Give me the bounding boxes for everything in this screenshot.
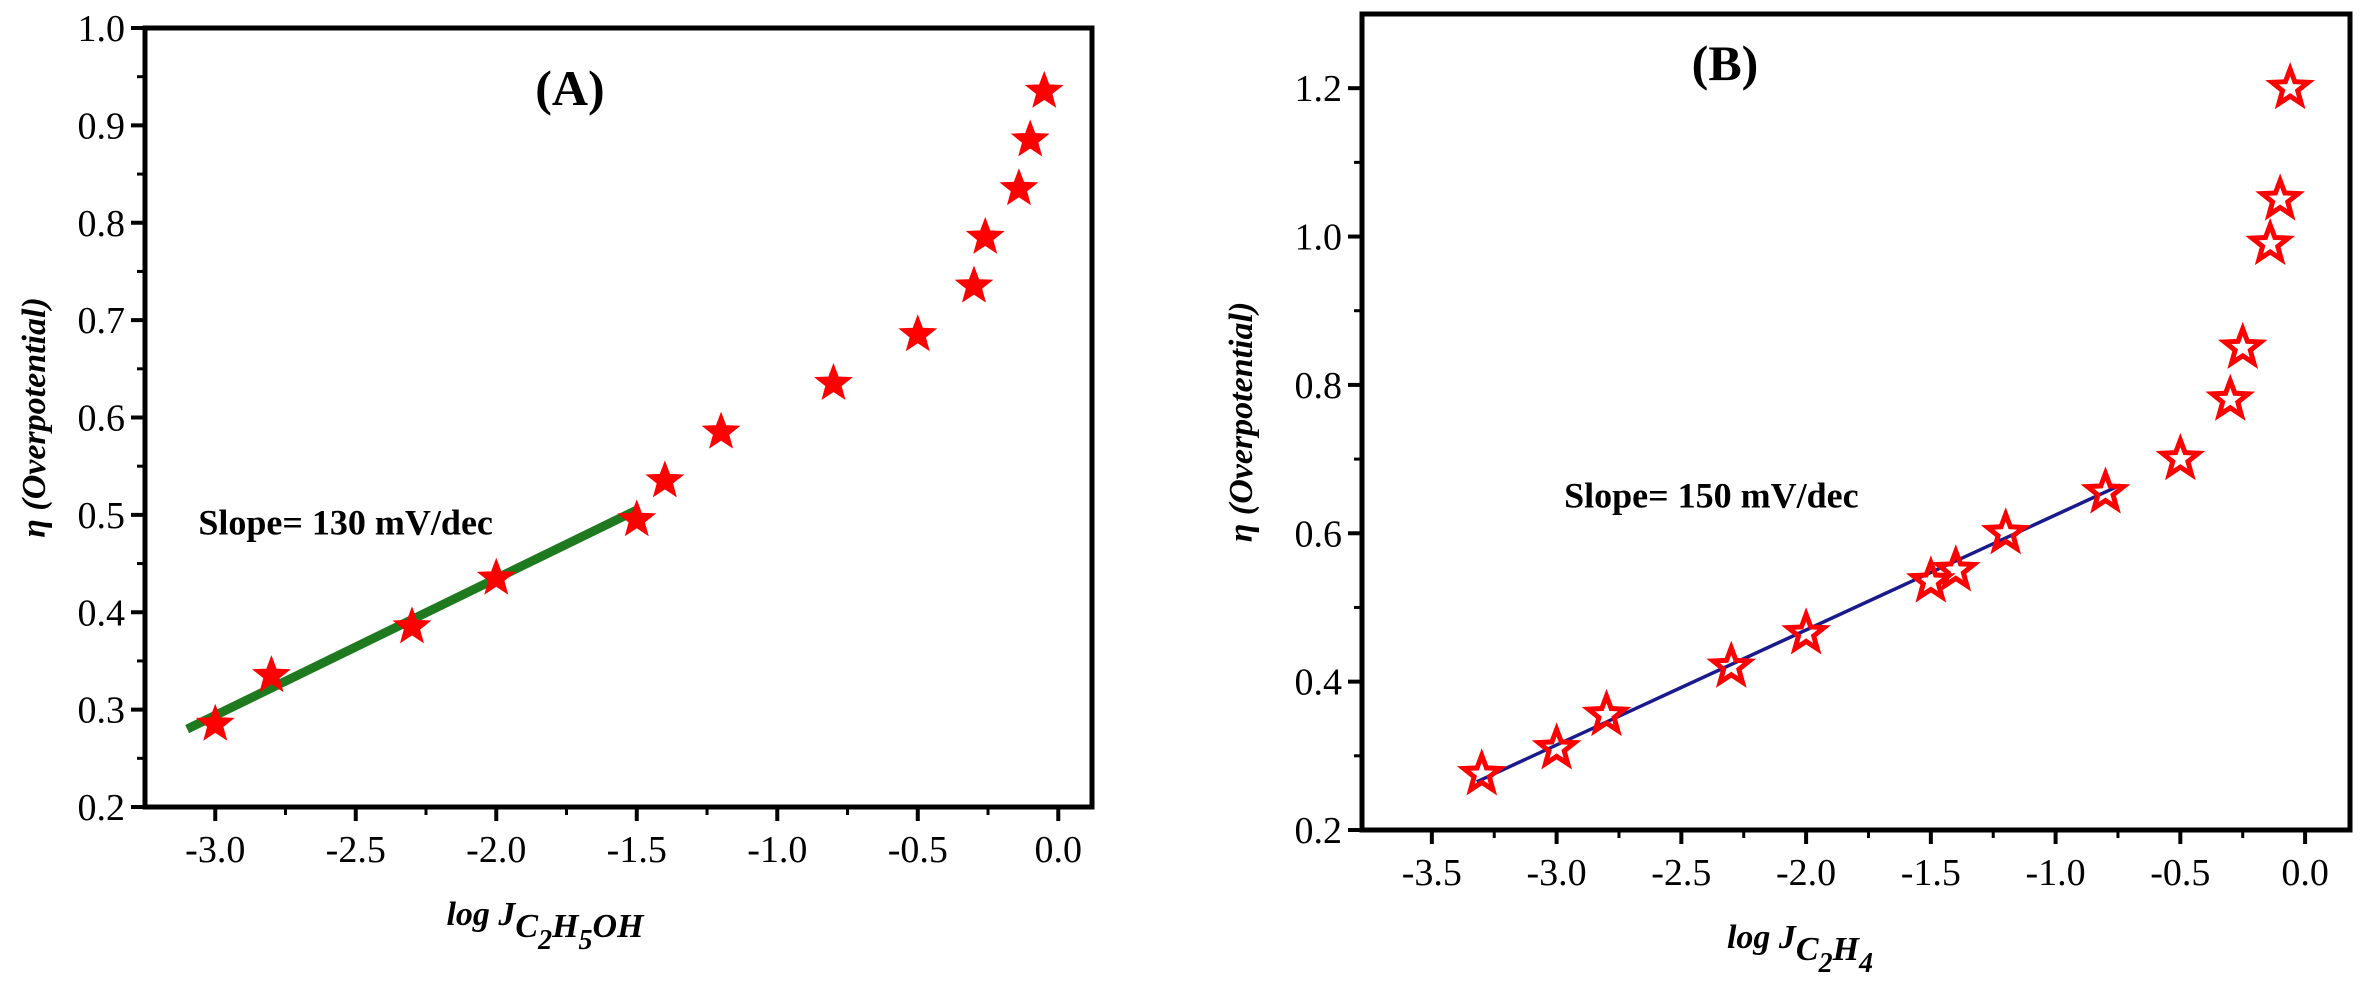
- panel-b-slope-annotation: Slope= 150 mV/dec: [1564, 475, 1859, 515]
- panel-b-data-point: [2205, 373, 2256, 421]
- panel-a-data-point: [476, 557, 516, 595]
- panel-a-y-tick-label: 0.6: [78, 398, 126, 440]
- panel-a-data-point: [252, 655, 291, 693]
- panel-b-x-tick-label: -1.0: [2026, 852, 2086, 894]
- panel-b: -3.5 -3.0 -2.5 -2.0 -1.5 -1.0 -0.5 0.0 0.2 0.4 0.6…: [1223, 11, 2353, 979]
- panel-a-y-tick-label: 0.9: [78, 105, 126, 147]
- panel-b-data-point: [1781, 607, 1831, 655]
- panel-b-y-axis-label: η (Overpotential): [1223, 302, 1260, 543]
- panel-b-y-tick-label: 0.8: [1295, 365, 1343, 407]
- panel-a: -3.0 -2.5 -2.0 -1.5 -1.0 -0.5 0.0 0.2 0.3 0.4 0.5 0…: [16, 8, 1095, 956]
- panel-b-title: (B): [1692, 35, 1759, 91]
- panel-a-y-tick-label: 0.3: [78, 690, 126, 732]
- panel-b-x-tick-label: -2.0: [1776, 852, 1836, 894]
- panel-a-data-point: [954, 265, 994, 303]
- panel-b-data-point: [2080, 466, 2131, 514]
- panel-b-data-point: [1906, 555, 1956, 603]
- panel-a-y-tick-label: 0.4: [78, 592, 126, 634]
- panel-b-y-tick-label: 1.0: [1295, 217, 1343, 259]
- panel-a-x-tick-label: -2.0: [466, 829, 526, 871]
- panel-a-slope-annotation: Slope= 130 mV/dec: [198, 502, 493, 542]
- panel-a-data-point: [1024, 70, 1064, 108]
- panel-a-x-tick-label: 0.0: [1035, 829, 1083, 871]
- panel-a-x-tick-label: -0.5: [888, 829, 948, 871]
- panel-b-y-tick-label: 0.4: [1295, 662, 1343, 704]
- panel-a-data-point: [195, 703, 235, 741]
- panel-b-x-tick-label: 0.0: [2281, 852, 2329, 894]
- panel-b-x-tick-label: -3.5: [1402, 852, 1462, 894]
- panel-a-y-tick-label: 0.2: [78, 787, 126, 829]
- panel-a-data-point: [965, 216, 1005, 254]
- panel-b-y-tick-label: 1.2: [1295, 68, 1343, 110]
- panel-b-data-point: [2245, 217, 2295, 266]
- panel-b-x-tick-label: -1.5: [1901, 852, 1961, 894]
- panel-b-x-axis-label: log JC2H4: [1727, 919, 1873, 979]
- panel-a-data-point: [999, 168, 1039, 206]
- panel-b-x-tick-label: -3.0: [1527, 852, 1587, 894]
- panel-a-x-tick-label: -1.5: [607, 829, 667, 871]
- panel-b-data-point: [2255, 173, 2305, 221]
- panel-a-y-tick-label: 0.5: [78, 495, 126, 537]
- panel-a-data-point: [898, 314, 938, 352]
- panel-a-x-tick-label: -2.5: [326, 829, 386, 871]
- panel-a-y-tick-label: 0.7: [78, 300, 126, 342]
- panel-a-data-point: [701, 411, 741, 449]
- panel-b-x-tick-label: -2.5: [1651, 852, 1711, 894]
- panel-b-data-point: [1980, 507, 2031, 555]
- panel-b-x-tick-label: -0.5: [2150, 852, 2210, 894]
- panel-b-data-point: [1706, 640, 1757, 688]
- panel-a-y-tick-label: 0.8: [78, 203, 126, 245]
- panel-b-data-point: [1581, 688, 1632, 737]
- panel-a-data-point: [617, 499, 657, 537]
- panel-a-title: (A): [535, 60, 604, 116]
- panel-a-data-point: [814, 362, 853, 400]
- panel-a-x-axis-label: log JC2H5OH: [446, 896, 645, 956]
- panel-b-data-point: [1456, 748, 1507, 796]
- panel-b-data-point: [1531, 722, 1582, 770]
- panel-a-data-point: [1010, 119, 1050, 157]
- panel-a-data-point: [392, 606, 432, 644]
- panel-b-plot-frame: [1359, 11, 2353, 833]
- panel-a-x-tick-label: -1.0: [747, 829, 807, 871]
- panel-b-y-tick-label: 0.6: [1295, 513, 1343, 555]
- panel-a-y-tick-label: 1.0: [78, 8, 126, 50]
- panel-a-data-point: [645, 460, 685, 498]
- panel-a-plot-frame: [142, 25, 1095, 810]
- panel-a-y-axis-label: η (Overpotential): [16, 297, 53, 538]
- panel-b-data-point: [1930, 544, 1981, 592]
- panel-a-x-tick-label: -3.0: [185, 829, 245, 871]
- panel-b-data-point: [2217, 321, 2268, 369]
- panel-b-data-point: [2155, 432, 2206, 481]
- panel-b-y-tick-label: 0.2: [1295, 810, 1343, 852]
- panel-b-data-point: [2265, 62, 2315, 110]
